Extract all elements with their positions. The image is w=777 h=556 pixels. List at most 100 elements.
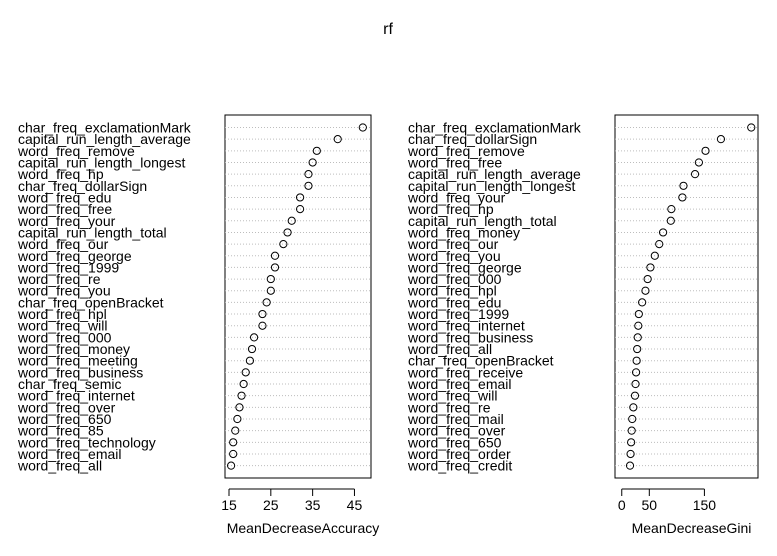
variable-label-word-freq-meeting: word_freq_meeting	[17, 353, 138, 369]
variable-label-word-freq-email: word_freq_email	[17, 446, 122, 462]
point-word-freq-remove	[701, 146, 710, 155]
point-word-freq-your	[678, 193, 687, 202]
variable-label-word-freq-internet: word_freq_internet	[17, 388, 135, 404]
variable-label-word-freq-remove: word_freq_remove	[407, 143, 525, 159]
variable-label-word-freq-money: word_freq_money	[17, 341, 130, 357]
point-word-freq-hpl	[258, 309, 267, 319]
point-word-freq-over	[627, 426, 636, 435]
variable-label-word-freq-000: word_freq_000	[407, 271, 502, 287]
x-tick-label: 25	[263, 497, 279, 513]
variable-label-word-freq-free: word_freq_free	[17, 201, 112, 217]
variable-label-word-freq-edu: word_freq_edu	[17, 189, 111, 205]
point-word-freq-email	[229, 449, 238, 459]
variable-label-word-freq-will: word_freq_will	[407, 388, 497, 404]
point-word-freq-business	[241, 368, 250, 377]
x-tick-label: 150	[693, 497, 717, 513]
variable-label-word-freq-money: word_freq_money	[407, 224, 520, 240]
variable-label-char-freq-exclamationmark: char_freq_exclamationMark	[18, 120, 192, 136]
plot-frame	[614, 114, 759, 479]
variable-label-word-freq-our: word_freq_our	[407, 236, 499, 252]
point-word-freq-you	[650, 251, 659, 260]
point-char-freq-openbracket	[262, 298, 271, 307]
variable-label-word-freq-edu: word_freq_edu	[407, 294, 501, 310]
point-word-freq-1999	[634, 309, 643, 319]
point-word-freq-order	[626, 449, 635, 459]
variable-label-word-freq-all: word_freq_all	[407, 341, 492, 357]
variable-label-word-freq-re: word_freq_re	[407, 399, 491, 415]
point-word-freq-85	[231, 426, 240, 435]
panel-mean-decrease-accuracy: char_freq_exclamationMarkcapital_run_len…	[17, 114, 380, 536]
variable-label-char-freq-openbracket: char_freq_openBracket	[408, 353, 554, 369]
x-tick-label: 35	[305, 497, 321, 513]
point-word-freq-mail	[628, 414, 637, 424]
variable-label-word-freq-you: word_freq_you	[407, 248, 501, 264]
x-tick-label: 45	[347, 497, 363, 513]
point-capital-run-length-total	[666, 216, 675, 225]
variable-label-char-freq-openbracket: char_freq_openBracket	[18, 294, 164, 310]
point-capital-run-length-average	[690, 170, 700, 179]
variable-label-char-freq-dollarsign: char_freq_dollarSign	[408, 131, 537, 147]
point-char-freq-openbracket	[632, 356, 641, 365]
point-word-freq-george	[646, 263, 655, 272]
point-word-freq-free	[295, 205, 305, 214]
variable-label-word-freq-free: word_freq_free	[407, 154, 502, 170]
point-word-freq-remove	[312, 146, 321, 155]
variable-label-capital-run-length-average: capital_run_length_average	[18, 131, 191, 147]
point-word-freq-business	[633, 333, 642, 342]
variable-label-char-freq-dollarsign: char_freq_dollarSign	[18, 178, 147, 194]
variable-label-capital-run-length-total: capital_run_length_total	[408, 213, 557, 229]
point-word-freq-will	[630, 391, 640, 400]
variable-label-word-freq-remove: word_freq_remove	[17, 143, 135, 159]
point-word-freq-edu	[295, 193, 305, 202]
point-char-freq-dollarsign	[304, 181, 313, 190]
point-word-freq-credit	[625, 461, 635, 470]
variable-label-capital-run-length-longest: capital_run_length_longest	[408, 178, 575, 194]
variable-label-word-freq-over: word_freq_over	[17, 399, 116, 415]
variable-label-word-freq-business: word_freq_business	[17, 364, 143, 380]
variable-label-word-freq-hpl: word_freq_hpl	[407, 283, 497, 299]
x-tick-label: 0	[618, 497, 626, 513]
variable-label-word-freq-650: word_freq_650	[407, 434, 502, 450]
point-capital-run-length-longest	[679, 181, 688, 190]
variable-label-word-freq-hp: word_freq_hp	[17, 166, 104, 182]
variable-label-word-freq-your: word_freq_your	[407, 189, 506, 205]
variable-label-char-freq-semic: char_freq_semic	[18, 376, 122, 392]
variable-label-word-freq-000: word_freq_000	[17, 329, 112, 345]
point-word-freq-internet	[237, 391, 246, 400]
point-word-freq-edu	[638, 298, 647, 307]
point-word-freq-hp	[304, 170, 313, 179]
point-word-freq-receive	[631, 368, 641, 377]
variable-label-word-freq-you: word_freq_you	[17, 283, 111, 299]
variable-label-word-freq-your: word_freq_your	[17, 213, 116, 229]
point-capital-run-length-average	[333, 135, 342, 144]
x-tick-label: 15	[221, 497, 237, 513]
point-char-freq-exclamationmark	[358, 123, 367, 132]
point-capital-run-length-longest	[308, 158, 317, 167]
variable-label-word-freq-email: word_freq_email	[407, 376, 512, 392]
point-word-freq-1999	[270, 263, 280, 272]
variable-label-capital-run-length-total: capital_run_length_total	[18, 224, 167, 240]
figure-title: rf	[383, 21, 393, 38]
variable-label-word-freq-hpl: word_freq_hpl	[17, 306, 107, 322]
variable-label-word-freq-internet: word_freq_internet	[407, 318, 525, 334]
panel-mean-decrease-gini: char_freq_exclamationMarkchar_freq_dolla…	[407, 114, 759, 536]
plot-frame	[224, 114, 372, 479]
variable-label-word-freq-our: word_freq_our	[17, 236, 109, 252]
variable-label-capital-run-length-longest: capital_run_length_longest	[18, 154, 185, 170]
point-word-freq-email	[631, 379, 640, 389]
point-word-freq-money	[658, 228, 668, 237]
variable-label-word-freq-all: word_freq_all	[17, 458, 102, 474]
x-axis-label: MeanDecreaseAccuracy	[227, 520, 380, 536]
point-word-freq-re	[629, 403, 638, 412]
point-capital-run-length-total	[283, 228, 292, 237]
variable-label-word-freq-650: word_freq_650	[17, 411, 112, 427]
variable-label-capital-run-length-average: capital_run_length_average	[408, 166, 581, 182]
point-word-freq-george	[270, 251, 280, 260]
variable-label-word-freq-george: word_freq_george	[407, 259, 522, 275]
variable-label-word-freq-over: word_freq_over	[407, 423, 506, 439]
variable-label-word-freq-receive: word_freq_receive	[407, 364, 523, 380]
variable-label-word-freq-mail: word_freq_mail	[407, 411, 504, 427]
point-word-freq-internet	[634, 321, 643, 330]
point-char-freq-semic	[239, 379, 248, 389]
